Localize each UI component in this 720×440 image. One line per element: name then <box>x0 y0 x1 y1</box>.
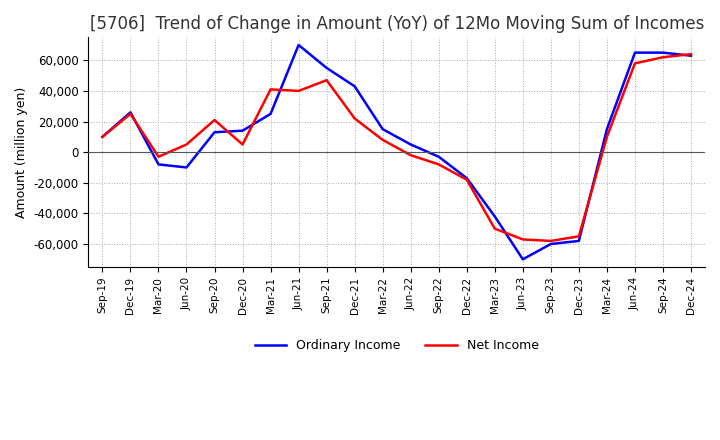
Ordinary Income <box>126 110 135 115</box>
Net Income <box>434 162 443 167</box>
Ordinary Income <box>238 128 247 133</box>
Ordinary Income <box>462 176 471 181</box>
Ordinary Income <box>182 165 191 170</box>
Net Income <box>546 238 555 244</box>
Net Income <box>266 87 275 92</box>
Ordinary Income <box>659 50 667 55</box>
Net Income <box>351 116 359 121</box>
Net Income <box>631 61 639 66</box>
Title: [5706]  Trend of Change in Amount (YoY) of 12Mo Moving Sum of Incomes: [5706] Trend of Change in Amount (YoY) o… <box>89 15 704 33</box>
Net Income <box>490 226 499 231</box>
Net Income <box>154 154 163 159</box>
Y-axis label: Amount (million yen): Amount (million yen) <box>15 87 28 218</box>
Net Income <box>126 111 135 117</box>
Ordinary Income <box>406 142 415 147</box>
Ordinary Income <box>323 65 331 70</box>
Net Income <box>603 134 611 139</box>
Net Income <box>210 117 219 123</box>
Ordinary Income <box>294 42 303 48</box>
Net Income <box>462 177 471 182</box>
Net Income <box>294 88 303 94</box>
Ordinary Income <box>687 53 696 59</box>
Ordinary Income <box>351 84 359 89</box>
Net Income <box>687 51 696 57</box>
Ordinary Income <box>631 50 639 55</box>
Ordinary Income <box>98 134 107 139</box>
Ordinary Income <box>603 127 611 132</box>
Ordinary Income <box>434 154 443 159</box>
Net Income <box>98 134 107 139</box>
Ordinary Income <box>210 130 219 135</box>
Net Income <box>659 55 667 60</box>
Ordinary Income <box>379 127 387 132</box>
Net Income <box>406 153 415 158</box>
Net Income <box>323 77 331 83</box>
Net Income <box>575 234 583 239</box>
Line: Ordinary Income: Ordinary Income <box>102 45 691 259</box>
Ordinary Income <box>490 214 499 219</box>
Net Income <box>182 142 191 147</box>
Net Income <box>238 142 247 147</box>
Ordinary Income <box>575 238 583 244</box>
Ordinary Income <box>154 162 163 167</box>
Ordinary Income <box>546 242 555 247</box>
Ordinary Income <box>518 257 527 262</box>
Ordinary Income <box>266 111 275 117</box>
Net Income <box>518 237 527 242</box>
Line: Net Income: Net Income <box>102 54 691 241</box>
Net Income <box>379 137 387 143</box>
Legend: Ordinary Income, Net Income: Ordinary Income, Net Income <box>250 334 544 357</box>
